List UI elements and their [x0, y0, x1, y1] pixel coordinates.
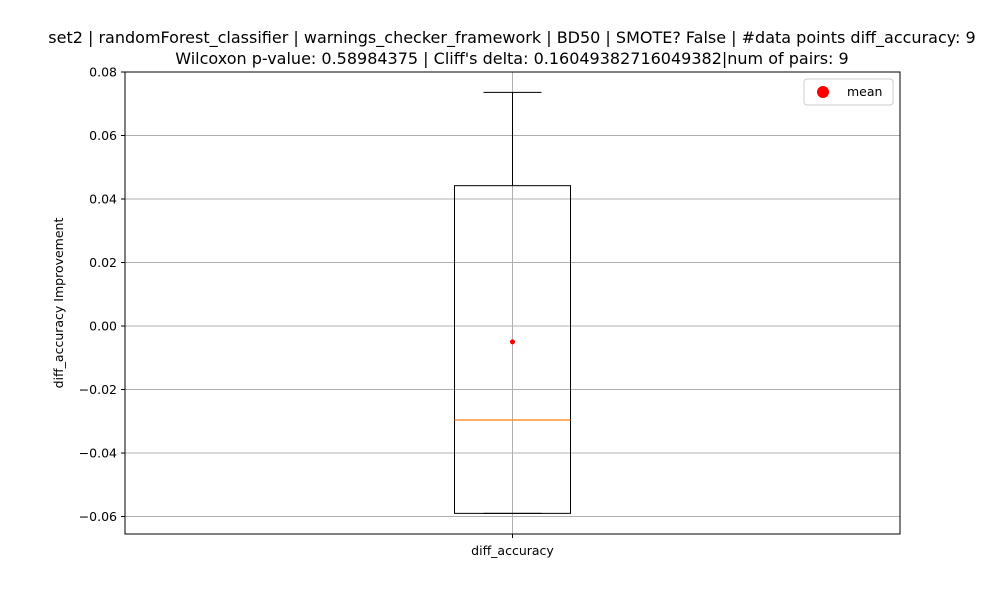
y-tick-label: 0.08	[89, 65, 117, 80]
y-tick-label: 0.04	[89, 192, 117, 207]
iqr-box	[454, 185, 571, 514]
y-tick-label: 0.02	[89, 255, 117, 270]
mean-point	[510, 339, 515, 345]
y-tick-label: 0.00	[89, 319, 117, 334]
legend-frame	[803, 78, 894, 106]
tick-layer: −0.06 −0.04 −0.02 0.00 0.02 0.04 0.06 0.08 diff_…	[79, 65, 555, 559]
box-layer	[454, 91, 571, 514]
legend: mean	[803, 78, 894, 106]
x-tick-label: diff_accuracy	[471, 543, 554, 558]
y-axis-label: diff_accuracy Improvement	[51, 218, 66, 389]
y-tick-label: −0.04	[79, 446, 117, 461]
y-tick-label: −0.06	[79, 509, 117, 524]
grid-layer	[125, 71, 900, 534]
legend-mean-label: mean	[847, 84, 882, 99]
legend-mean-marker	[817, 86, 829, 98]
chart-title-line1: set2 | randomForest_classifier | warning…	[48, 28, 975, 48]
y-tick-label: −0.02	[79, 382, 117, 397]
chart-title-line2: Wilcoxon p-value: 0.58984375 | Cliff's d…	[175, 49, 848, 68]
y-tick-label: 0.06	[89, 128, 117, 143]
